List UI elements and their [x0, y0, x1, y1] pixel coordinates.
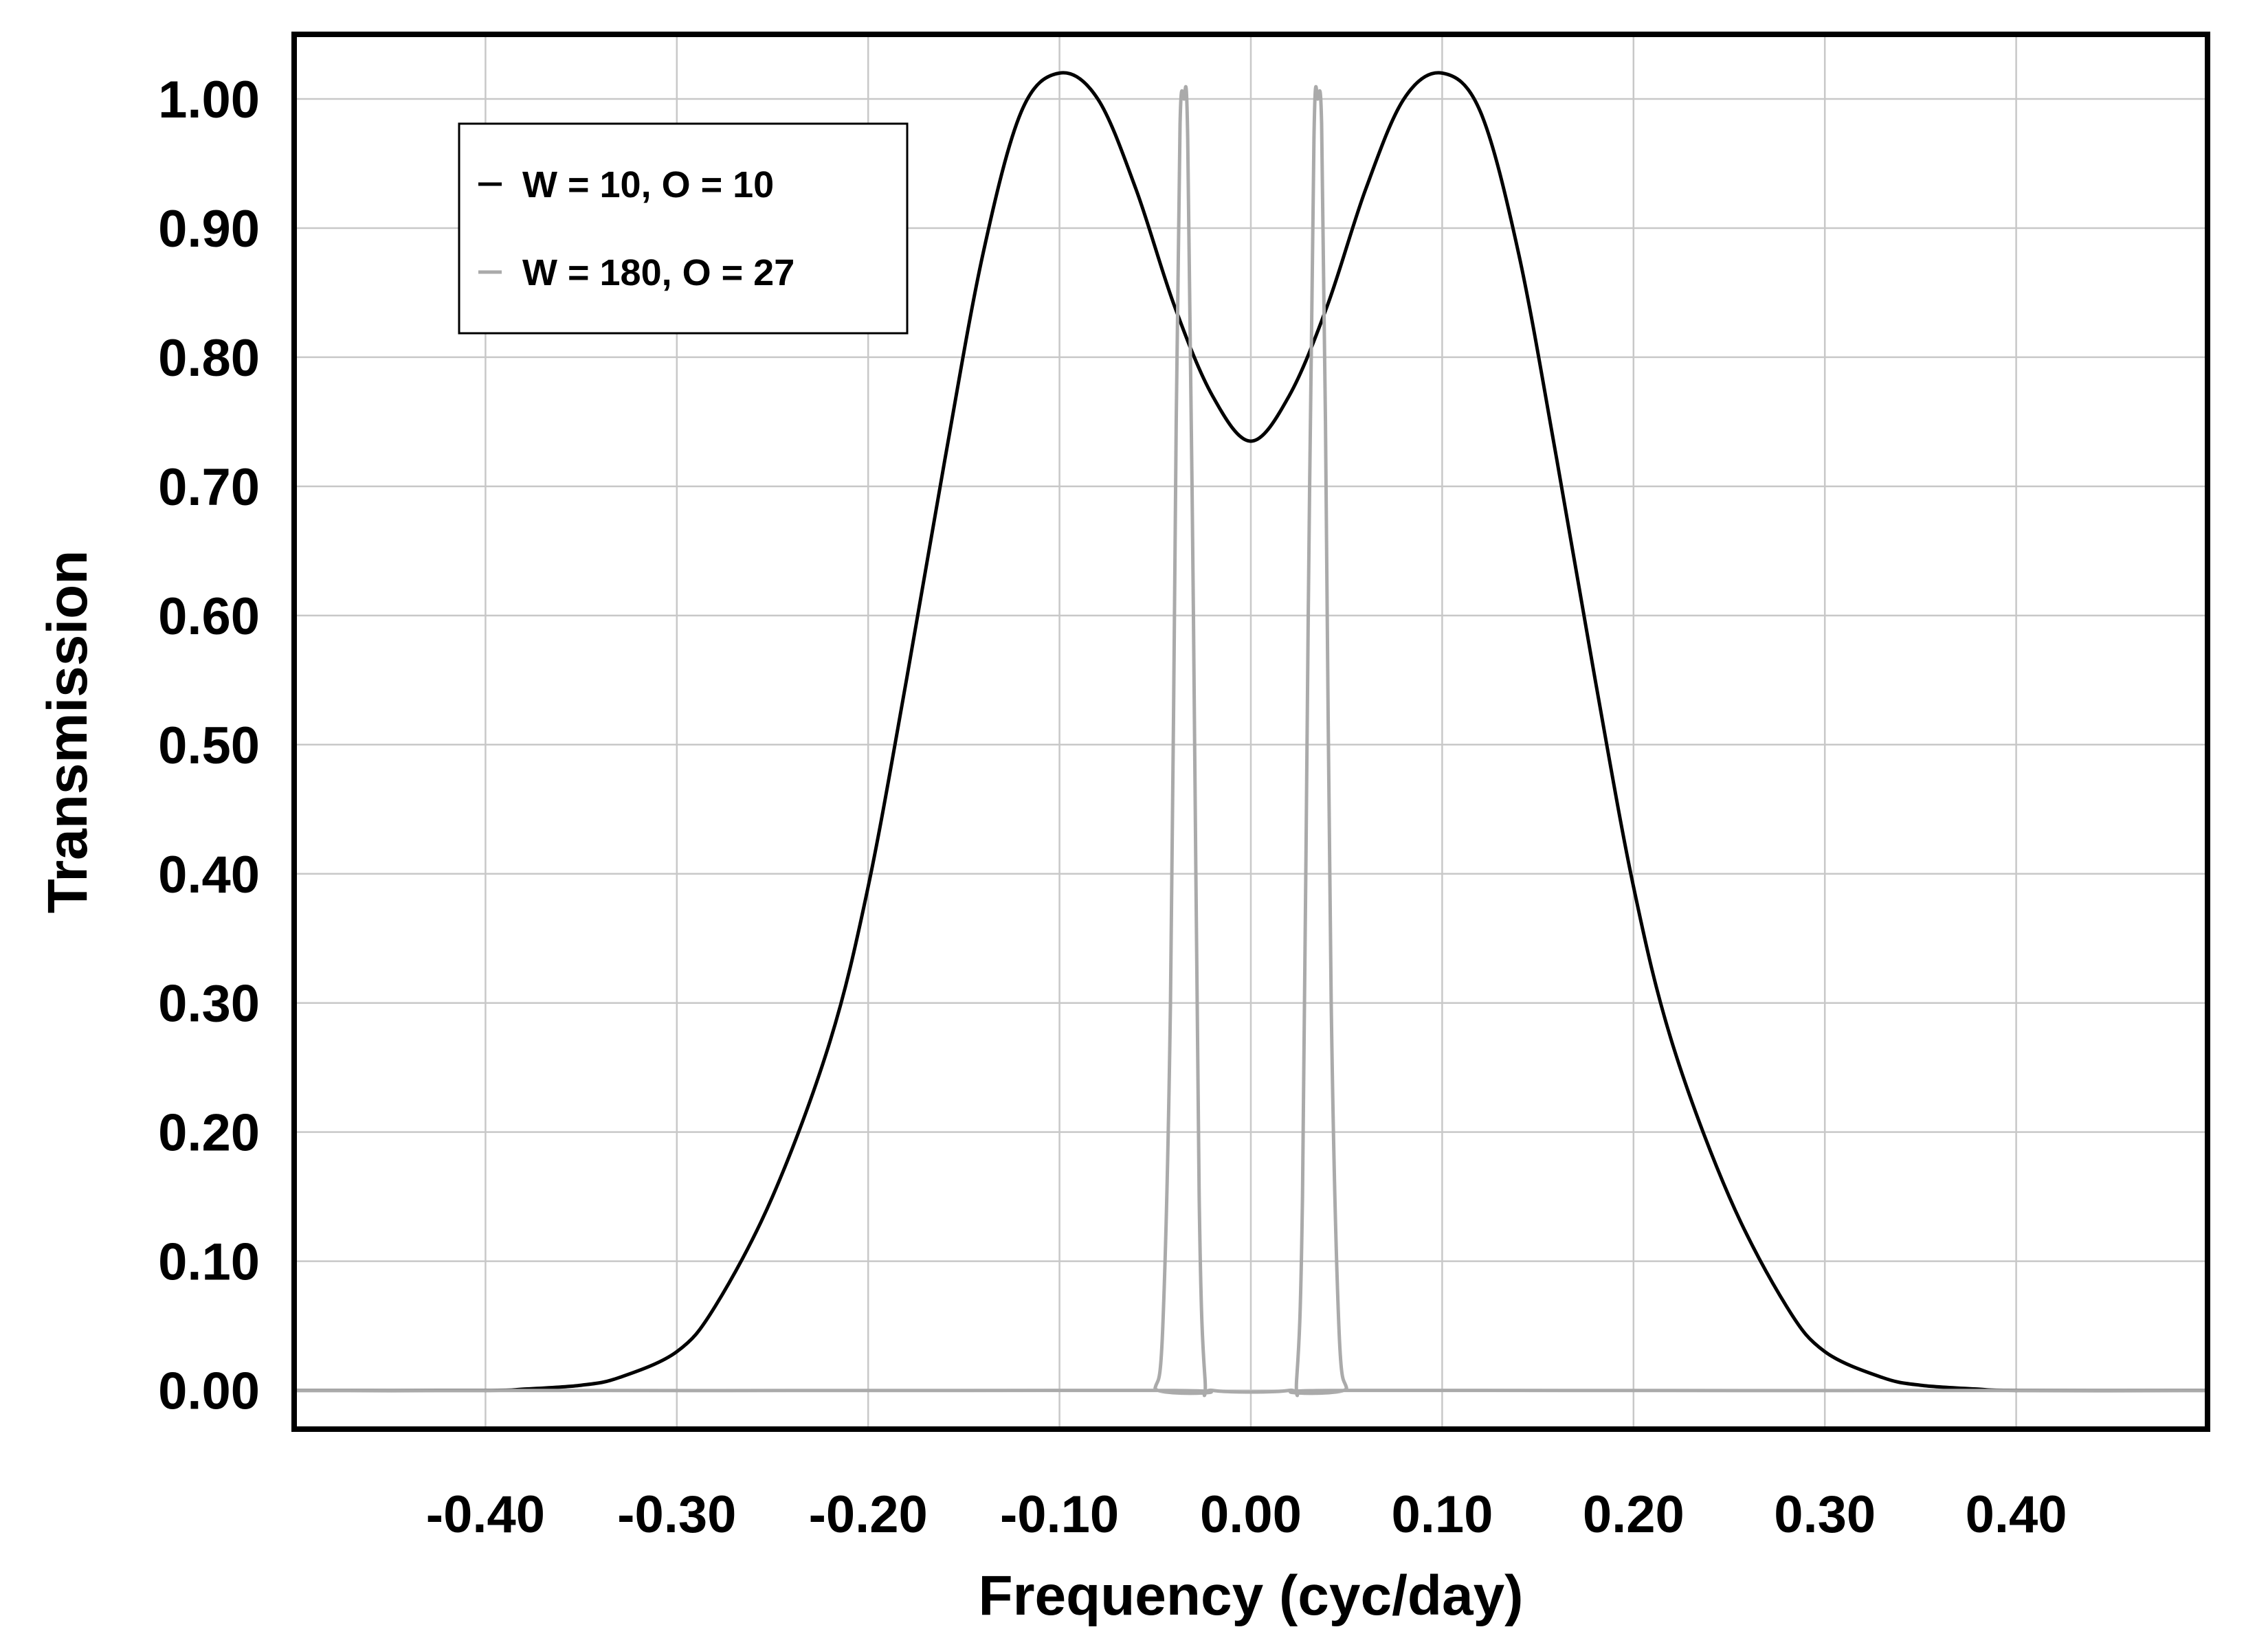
y-axis-title: Transmission: [36, 550, 99, 914]
x-axis-ticks: -0.40 -0.30 -0.20 -0.10 0.00 0.10 0.20 0.30 0.40: [426, 1485, 2067, 1544]
x-tick-label: 0.20: [1583, 1485, 1685, 1544]
x-tick-label: -0.10: [1000, 1485, 1119, 1544]
series-lines: [293, 71, 2208, 1398]
y-tick-label: 0.40: [158, 846, 260, 904]
y-tick-label: 0.20: [158, 1104, 260, 1163]
y-tick-label: 0.10: [158, 1233, 260, 1292]
x-tick-label: -0.20: [809, 1485, 928, 1544]
x-axis-title: Frequency (cyc/day): [979, 1564, 1524, 1627]
grid-lines: [294, 34, 2208, 1429]
legend-label-series-2: W = 180, O = 27: [522, 252, 794, 293]
x-tick-label: -0.40: [426, 1485, 545, 1544]
plot-frame: [291, 32, 2210, 1432]
y-tick-label: 0.00: [158, 1362, 260, 1421]
x-tick-label: 0.30: [1774, 1485, 1876, 1544]
y-tick-label: 0.90: [158, 200, 260, 258]
y-tick-label: 0.50: [158, 717, 260, 775]
x-tick-label: 0.40: [1966, 1485, 2067, 1544]
series-line-2: [293, 85, 2208, 1398]
x-tick-label: -0.30: [617, 1485, 736, 1544]
legend-label-series-1: W = 10, O = 10: [522, 164, 774, 205]
x-tick-label: 0.00: [1200, 1485, 1302, 1544]
series-line-1: [293, 71, 2208, 1393]
y-tick-label: 0.30: [158, 975, 260, 1033]
y-tick-label: 0.70: [158, 458, 260, 517]
legend: W = 10, O = 10 W = 180, O = 27: [458, 122, 909, 335]
y-axis-ticks: 0.00 0.10 0.20 0.30 0.40 0.50 0.60 0.70 0.80 0.90…: [158, 71, 260, 1421]
y-tick-label: 1.00: [158, 71, 260, 129]
legend-box: [458, 122, 909, 335]
y-tick-label: 0.80: [158, 329, 260, 388]
y-tick-label: 0.60: [158, 587, 260, 646]
x-tick-label: 0.10: [1391, 1485, 1493, 1544]
